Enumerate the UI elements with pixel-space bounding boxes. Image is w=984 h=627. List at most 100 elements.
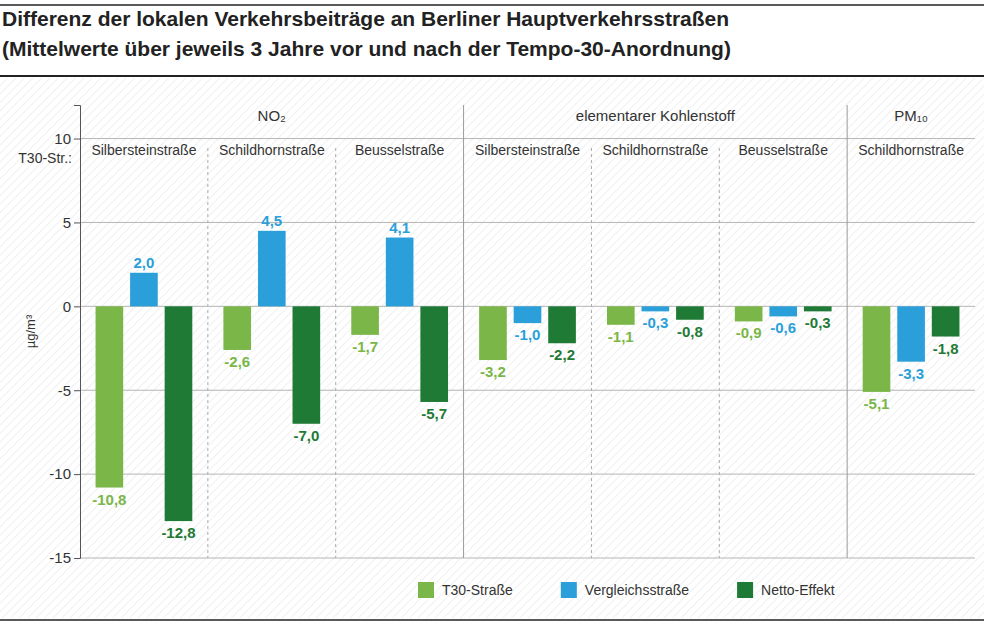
bar (351, 306, 379, 335)
bar (514, 306, 542, 323)
x-tick: Schildhornstraße (858, 142, 964, 158)
data-label: -0,9 (736, 324, 762, 341)
data-labels: -10,8-2,6-1,7-3,2-1,1-0,9-5,12,04,54,1-1… (92, 212, 958, 541)
grid-line (80, 138, 975, 139)
legend-label: Netto-Effekt (761, 582, 835, 598)
legend-swatch (418, 582, 434, 598)
y-tick-label: 0 (63, 298, 71, 315)
y-tick-label: 10 (54, 130, 71, 147)
group-label: PM₁₀ (894, 107, 928, 124)
data-label: -3,2 (480, 363, 506, 380)
separators (208, 105, 847, 558)
bar (96, 306, 124, 487)
data-label: -3,3 (898, 365, 924, 382)
y-tick: -10 (49, 465, 80, 482)
data-label: -1,7 (352, 338, 378, 355)
category-label: Beusselstraße (355, 142, 445, 158)
y-tick: 10 (54, 130, 80, 147)
bar (548, 306, 576, 343)
bar (607, 306, 635, 324)
bar (676, 306, 704, 319)
panel-separator (463, 105, 464, 558)
legend-label: Vergleichsstraße (585, 582, 689, 598)
bar (258, 231, 286, 306)
title: Differenz der lokalen Verkehrsbeiträge a… (2, 7, 729, 30)
y-tick-mark (74, 306, 80, 307)
category-separator (591, 148, 592, 558)
grid-line (80, 474, 975, 475)
bar (735, 306, 763, 321)
y-tick-mark (74, 474, 80, 475)
data-label: -0,3 (642, 314, 668, 331)
category-label: Beusselstraße (738, 142, 828, 158)
data-label: -0,3 (805, 314, 831, 331)
grid-line (80, 558, 975, 559)
legend-label: T30-Straße (442, 582, 513, 598)
data-label: -5,7 (421, 405, 447, 422)
bar (769, 306, 797, 316)
legend-swatch (737, 582, 753, 598)
bar (386, 238, 414, 307)
y-tick-label: -10 (49, 465, 71, 482)
x-tick: Schildhornstraße (602, 142, 708, 158)
data-label: -1,1 (608, 328, 634, 345)
rule (0, 4, 984, 6)
y-tick-mark (74, 558, 80, 559)
data-label: 4,5 (261, 212, 282, 229)
legend-swatch (561, 582, 577, 598)
grid-line (80, 222, 975, 223)
data-label: -0,6 (770, 319, 796, 336)
group-label: elementarer Kohlenstoff (576, 107, 736, 124)
bar (932, 306, 960, 336)
y-tick: -15 (49, 549, 80, 566)
y-tick-label: 5 (63, 214, 71, 231)
category-label: Schildhornstraße (602, 142, 708, 158)
category-label: Silbersteinstraße (91, 142, 196, 158)
bar (804, 306, 832, 311)
legend: T30-Straße Vergleichsstraße Netto-Effekt (418, 582, 835, 598)
category-label: Silbersteinstraße (475, 142, 580, 158)
y-tick-mark (74, 222, 80, 223)
x-tick: Silbersteinstraße (475, 142, 580, 158)
x-tick: Beusselstraße (355, 142, 445, 158)
bars (96, 231, 960, 521)
y-axis-line (74, 106, 81, 559)
panel-separator (847, 105, 848, 558)
category-separator (335, 148, 336, 558)
x-tick: Beusselstraße (738, 142, 828, 158)
y-tick: 5 (63, 214, 80, 231)
bar (223, 306, 251, 350)
data-label: -1,8 (933, 340, 959, 357)
bar (293, 306, 321, 423)
bar (642, 306, 670, 311)
bar (420, 306, 448, 402)
data-label: -1,0 (515, 326, 541, 343)
data-label: -10,8 (92, 491, 126, 508)
data-label: -7,0 (293, 427, 319, 444)
y-tick: -5 (58, 382, 80, 399)
category-label: Schildhornstraße (219, 142, 325, 158)
x-tick: Schildhornstraße (219, 142, 325, 158)
bar (479, 306, 507, 360)
category-separator (207, 148, 208, 558)
grid-line (80, 390, 975, 391)
bar (897, 306, 925, 361)
bar (165, 306, 193, 521)
group-label: NO₂ (258, 107, 287, 124)
data-label: -2,2 (549, 346, 575, 363)
rule (0, 75, 984, 77)
x-axis: Silbersteinstraße Schildhornstraße Beussel… (91, 142, 964, 158)
chart: Differenz der lokalen Verkehrsbeiträge a… (0, 0, 984, 627)
y-tick-mark (74, 139, 80, 140)
category-label: Schildhornstraße (858, 142, 964, 158)
y-tick-label: -15 (49, 549, 71, 566)
y-axis: -15 -10 -5 0 5 10 (49, 106, 80, 567)
background (0, 78, 984, 618)
y-label: µg/m³ (23, 314, 38, 348)
data-label: -12,8 (161, 524, 195, 541)
data-label: -2,6 (224, 353, 250, 370)
y-tick-label: -5 (58, 382, 71, 399)
bar (863, 306, 891, 392)
data-label: 4,1 (389, 219, 410, 236)
x-tick: Silbersteinstraße (91, 142, 196, 158)
